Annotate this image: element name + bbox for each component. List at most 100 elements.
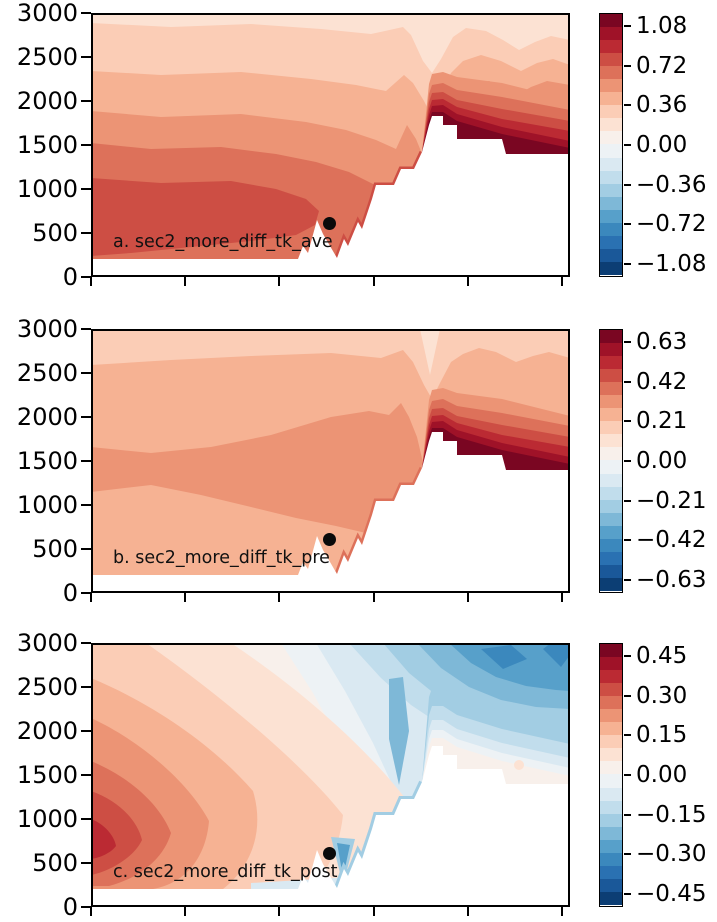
- colorbar-tick-label: −0.21: [636, 487, 707, 514]
- colorbar-segment: [600, 157, 622, 171]
- x-tick-mark: [561, 593, 563, 602]
- contour-field-b: [91, 329, 570, 593]
- colorbar: [599, 13, 623, 277]
- colorbar-segment: [600, 330, 622, 344]
- colorbar-segment: [600, 261, 622, 275]
- y-tick-label: 2000: [16, 717, 78, 745]
- colorbar-segment: [600, 447, 622, 461]
- contour-plot-b: b. sec2_more_diff_tk_pre: [91, 329, 570, 593]
- y-tick-label: 1500: [16, 131, 78, 159]
- colorbar-segment: [600, 735, 622, 749]
- colorbar-segment: [600, 761, 622, 775]
- colorbar-tick-mark: [624, 734, 631, 737]
- colorbar-tick-label: 0.36: [636, 92, 688, 119]
- colorbar-tick-mark: [624, 853, 631, 856]
- colorbar-tick-label: 1.08: [636, 13, 688, 40]
- colorbar-tick-mark: [624, 262, 631, 265]
- colorbar-segment: [600, 209, 622, 223]
- colorbar-segment: [600, 343, 622, 357]
- x-tick-mark: [184, 907, 186, 916]
- colorbar-segment: [600, 670, 622, 684]
- contour-band: [91, 819, 116, 859]
- y-tick-label: 1000: [16, 491, 78, 519]
- y-tick-label: 2500: [16, 359, 78, 387]
- colorbar: [599, 329, 623, 593]
- colorbar-segment: [600, 144, 622, 158]
- colorbar-segment: [600, 434, 622, 448]
- terrain-mask: [91, 746, 570, 907]
- colorbar-tick-label: −0.30: [636, 841, 707, 868]
- x-tick-mark: [373, 907, 375, 916]
- x-tick-mark: [561, 907, 563, 916]
- colorbar-segment: [600, 408, 622, 422]
- y-tick-mark: [81, 276, 91, 278]
- colorbar-segment: [600, 79, 622, 93]
- colorbar-segment: [600, 551, 622, 565]
- y-tick-mark: [81, 12, 91, 14]
- colorbar-tick-label: −0.42: [636, 527, 707, 554]
- colorbar-tick-label: 0.15: [636, 722, 688, 749]
- colorbar-segment: [600, 183, 622, 197]
- colorbar-segment: [600, 839, 622, 853]
- colorbar-segment: [600, 222, 622, 236]
- colorbar-tick-label: −0.45: [636, 880, 707, 907]
- colorbar-segment: [600, 460, 622, 474]
- y-tick-mark: [81, 328, 91, 330]
- y-tick-mark: [81, 686, 91, 688]
- y-tick-label: 2000: [16, 87, 78, 115]
- colorbar-segment: [600, 40, 622, 54]
- colorbar-segment: [600, 852, 622, 866]
- axes-spine: [91, 643, 570, 907]
- y-tick-label: 0: [62, 263, 78, 291]
- y-tick-mark: [81, 100, 91, 102]
- colorbar-segment: [600, 826, 622, 840]
- colorbar-tick-label: 0.00: [636, 762, 688, 788]
- x-tick-mark: [467, 593, 469, 602]
- colorbar-segment: [600, 473, 622, 487]
- colorbar-segment: [600, 774, 622, 788]
- colorbar-segment: [600, 235, 622, 249]
- colorbar-segment: [600, 421, 622, 435]
- colorbar-tick-mark: [624, 578, 631, 581]
- colorbar-segment: [600, 709, 622, 723]
- y-tick-label: 500: [32, 219, 78, 247]
- y-tick-mark: [81, 504, 91, 506]
- y-tick-mark: [81, 862, 91, 864]
- x-tick-mark: [184, 593, 186, 602]
- colorbar-segment: [600, 499, 622, 513]
- x-tick-mark: [278, 277, 280, 286]
- colorbar-tick-mark: [624, 420, 631, 423]
- colorbar-tick-mark: [624, 183, 631, 186]
- colorbar-segment: [600, 525, 622, 539]
- x-tick-mark: [561, 277, 563, 286]
- colorbar-segment: [600, 105, 622, 119]
- x-tick-mark: [278, 593, 280, 602]
- y-tick-label: 0: [62, 579, 78, 607]
- y-tick-mark: [81, 818, 91, 820]
- y-tick-mark: [81, 774, 91, 776]
- colorbar-tick-label: 0.42: [636, 368, 688, 395]
- y-tick-mark: [81, 460, 91, 462]
- x-tick-mark: [184, 277, 186, 286]
- colorbar-segment: [600, 683, 622, 697]
- colorbar-segment: [600, 748, 622, 762]
- colorbar: [599, 643, 623, 907]
- panel-title: b. sec2_more_diff_tk_pre: [113, 548, 330, 568]
- x-tick-mark: [278, 907, 280, 916]
- y-tick-mark: [81, 906, 91, 908]
- x-tick-mark: [373, 277, 375, 286]
- axes-spine: [91, 13, 570, 277]
- x-tick-mark: [467, 907, 469, 916]
- panel-a: a. sec2_more_diff_tk_ave 3000 2500 2000 150…: [0, 0, 717, 293]
- colorbar-segment: [600, 878, 622, 892]
- colorbar-tick-label: −0.36: [636, 171, 707, 198]
- colorbar-segment: [600, 577, 622, 591]
- y-tick-label: 2500: [16, 673, 78, 701]
- colorbar-tick-mark: [624, 64, 631, 67]
- y-tick-label: 500: [32, 849, 78, 877]
- colorbar-tick-label: 0.72: [636, 52, 688, 79]
- y-tick-mark: [81, 416, 91, 418]
- near-zero-notch: [422, 13, 442, 69]
- colorbar-segment: [600, 92, 622, 106]
